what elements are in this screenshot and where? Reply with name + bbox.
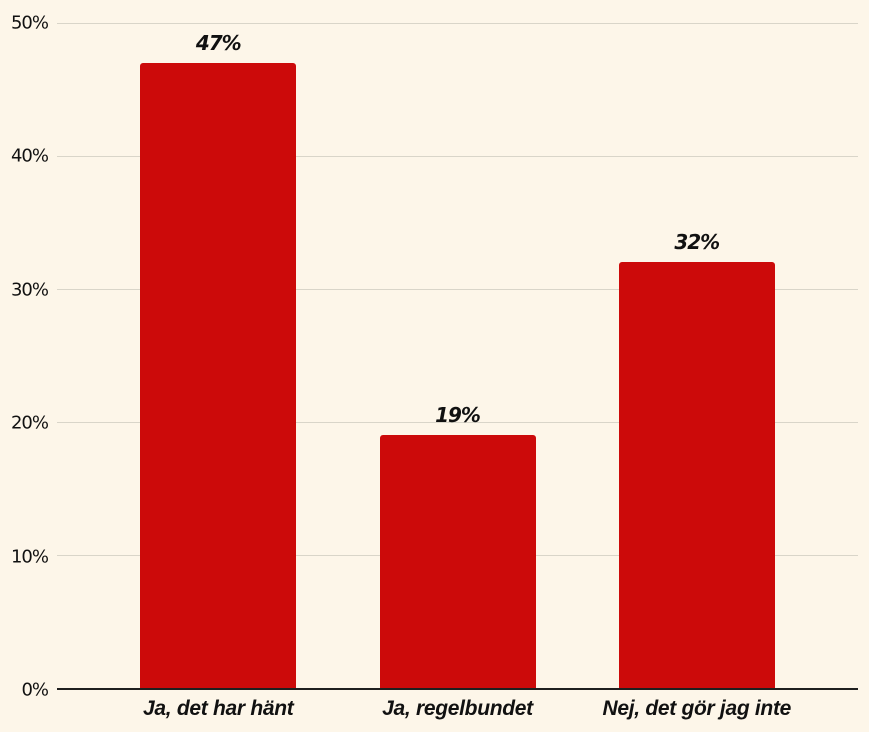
bar-ja-regelbundet bbox=[379, 435, 536, 688]
bar-column-ja-det-har-hant: 47% Ja, det har hänt bbox=[140, 23, 297, 720]
y-tick-20: 20% bbox=[10, 412, 49, 434]
y-tick-50: 50% bbox=[10, 12, 49, 34]
y-tick-40: 40% bbox=[10, 145, 49, 167]
bar-column-nej-det-gor-jag-inte: 32% Nej, det gör jag inte bbox=[602, 23, 791, 720]
bar-column-ja-regelbundet: 19% Ja, regelbundet bbox=[379, 23, 536, 720]
plot-area: 47% Ja, det har hänt 19% Ja, regelbundet… bbox=[57, 23, 858, 720]
category-label: Ja, det har hänt bbox=[143, 697, 294, 720]
y-tick-10: 10% bbox=[10, 546, 49, 568]
bar-nej-det-gor-jag-inte bbox=[618, 262, 775, 688]
gridline-20 bbox=[57, 422, 858, 423]
bar-value-label: 32% bbox=[674, 230, 720, 255]
category-label: Nej, det gör jag inte bbox=[602, 697, 792, 720]
bar-value-label: 47% bbox=[195, 30, 242, 55]
gridline-50 bbox=[57, 23, 858, 24]
y-tick-30: 30% bbox=[10, 279, 49, 301]
bar-value-label: 19% bbox=[435, 403, 481, 428]
y-axis: 50% 40% 30% 20% 10% 0% bbox=[0, 13, 49, 701]
y-tick-0: 0% bbox=[21, 679, 49, 701]
bar-ja-det-har-hant bbox=[140, 62, 297, 688]
category-label: Ja, regelbundet bbox=[382, 697, 533, 720]
bars-group: 47% Ja, det har hänt 19% Ja, regelbundet… bbox=[57, 23, 858, 720]
gridline-30 bbox=[57, 289, 858, 290]
gridline-40 bbox=[57, 156, 858, 157]
